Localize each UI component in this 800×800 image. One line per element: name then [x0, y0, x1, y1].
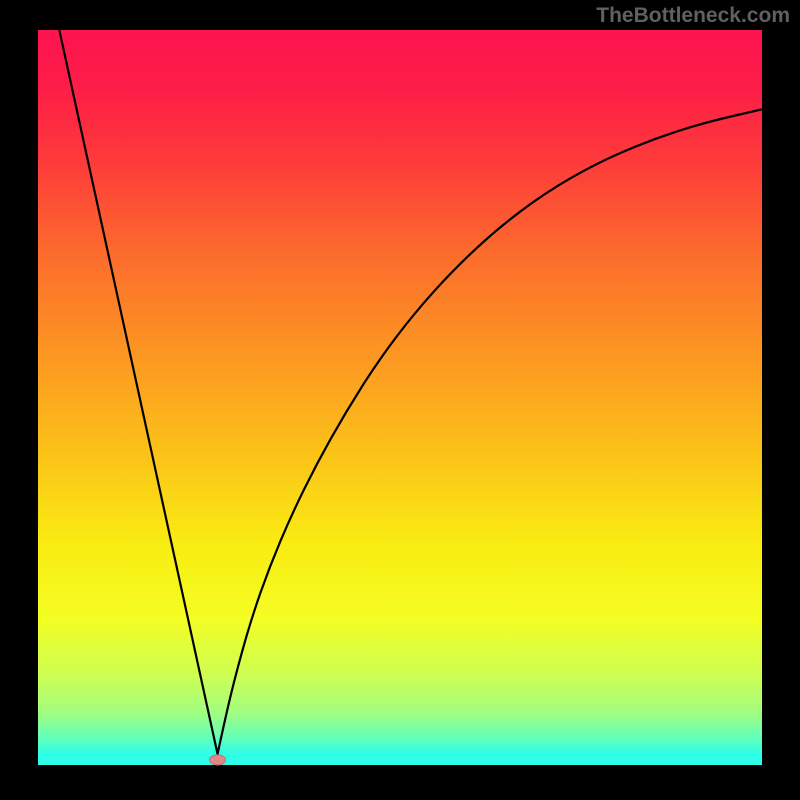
- chart-container: TheBottleneck.com: [0, 0, 800, 800]
- vertex-marker: [210, 755, 226, 765]
- watermark-label: TheBottleneck.com: [596, 4, 790, 28]
- bottleneck-curve-chart: [0, 0, 800, 800]
